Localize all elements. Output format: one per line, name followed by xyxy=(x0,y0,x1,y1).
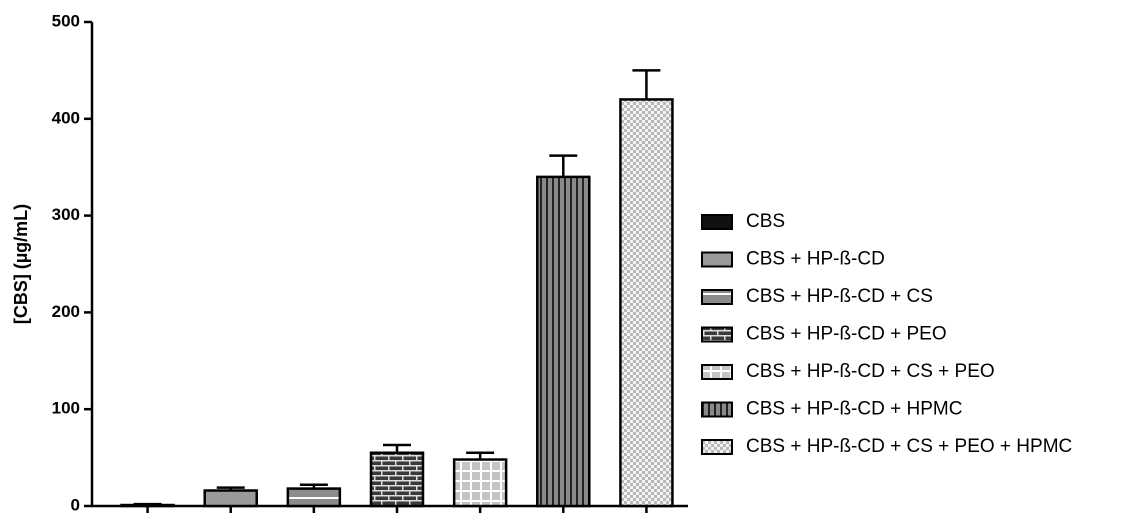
legend-label: CBS + HP-ß-CD + HPMC xyxy=(746,399,962,420)
legend-label: CBS + HP-ß-CD + CS xyxy=(746,286,933,307)
bar xyxy=(286,487,342,508)
y-tick-label: 500 xyxy=(52,11,80,30)
bar xyxy=(203,489,258,508)
y-tick-label: 200 xyxy=(52,302,80,321)
bar xyxy=(619,98,674,508)
y-tick-label: 100 xyxy=(52,399,80,418)
legend-swatch xyxy=(701,289,733,305)
y-tick-label: 400 xyxy=(52,108,80,127)
legend-label: CBS xyxy=(746,211,785,232)
legend-swatch xyxy=(701,251,733,268)
y-axis-label: [CBS] (µg/mL) xyxy=(11,204,31,324)
legend-label: CBS + HP-ß-CD xyxy=(746,249,885,270)
bar xyxy=(369,451,425,508)
bar xyxy=(452,458,508,508)
y-tick-label: 0 xyxy=(71,495,80,513)
legend-swatch xyxy=(701,439,733,455)
legend-swatch xyxy=(701,326,733,343)
legend-swatch xyxy=(701,214,733,230)
legend-swatch xyxy=(701,401,733,418)
bar xyxy=(536,175,591,508)
legend-label: CBS + HP-ß-CD + PEO xyxy=(746,324,947,345)
legend-swatch xyxy=(701,364,733,380)
legend-label: CBS + HP-ß-CD + CS + PEO + HPMC xyxy=(746,436,1072,457)
y-tick-label: 300 xyxy=(52,205,80,224)
bar xyxy=(120,503,175,508)
legend-label: CBS + HP-ß-CD + CS + PEO xyxy=(746,361,995,382)
